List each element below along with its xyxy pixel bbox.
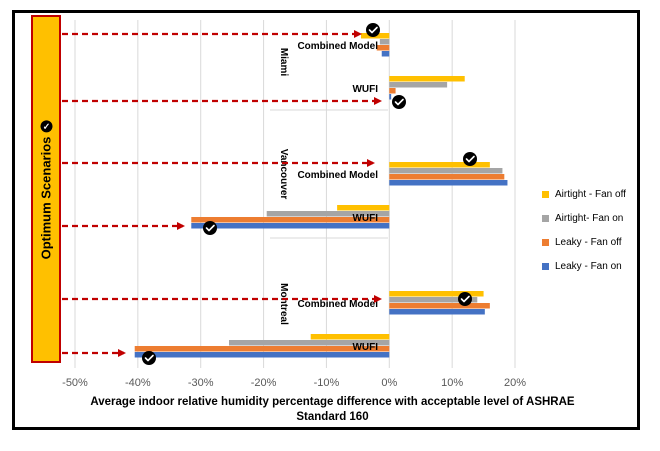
legend-item: Leaky - Fan on [542, 260, 626, 272]
checkmark-icon [203, 221, 217, 235]
legend: Airtight - Fan off Airtight- Fan on Leak… [542, 188, 626, 284]
bar-leaky-fan-on [134, 352, 390, 358]
checkmark-icon [142, 351, 156, 365]
bar-airtight-fan-on [379, 39, 390, 45]
checkmark-icon [458, 292, 472, 306]
check-mark [465, 155, 475, 163]
city-label: Vancouver [278, 149, 289, 200]
x-axis-title: Average indoor relative humidity percent… [90, 396, 575, 423]
city-label: Montreal [278, 283, 289, 325]
legend-swatch-leaky-fan-on [542, 262, 549, 270]
x-tick-label: 0% [381, 377, 397, 389]
check-mark [394, 98, 404, 106]
bar-airtight-fan-on [266, 211, 390, 217]
check-circle [203, 221, 217, 235]
optimum-scenarios-label: Optimum Scenarios ✓ [38, 120, 54, 260]
x-tick-label: 10% [441, 377, 463, 389]
group-label: WUFI [352, 213, 378, 224]
bar-leaky-fan-on [381, 51, 390, 57]
bar-leaky-fan-off [389, 303, 490, 309]
legend-swatch-airtight-fan-on [542, 214, 549, 222]
bar-airtight-fan-on [229, 340, 390, 346]
optimum-scenarios-box [31, 15, 61, 363]
bar-airtight-fan-on [389, 168, 503, 174]
bar-leaky-fan-on [389, 180, 508, 186]
check-mark [460, 295, 470, 303]
bar-leaky-fan-off [376, 45, 390, 51]
check-mark [368, 26, 378, 34]
legend-item: Leaky - Fan off [542, 236, 626, 248]
x-tick-label: 20% [504, 377, 526, 389]
bar-leaky-fan-off [389, 88, 396, 94]
check-circle [142, 351, 156, 365]
bar-leaky-fan-on [389, 309, 485, 315]
x-tick-label: -20% [251, 377, 277, 389]
checkmark-icon [392, 95, 406, 109]
check-circle [392, 95, 406, 109]
bar-airtight-fan-off [389, 162, 490, 168]
group-label: WUFI [352, 342, 378, 353]
legend-item: Airtight- Fan on [542, 212, 626, 224]
legend-swatch-airtight-fan-off [542, 190, 549, 198]
group-label: Combined Model [297, 299, 378, 310]
group-label: Combined Model [297, 170, 378, 181]
x-tick-label: -50% [62, 377, 88, 389]
legend-item: Airtight - Fan off [542, 188, 626, 200]
check-circle [366, 23, 380, 37]
x-tick-label: -40% [125, 377, 151, 389]
check-circle [458, 292, 472, 306]
bar-leaky-fan-off [389, 174, 505, 180]
bar-leaky-fan-on [389, 94, 392, 100]
checkmark-icon: ✓ [40, 120, 52, 133]
city-label: Miami [278, 48, 289, 77]
checkmark-icon [366, 23, 380, 37]
bar-airtight-fan-off [310, 334, 390, 340]
x-tick-label: -10% [314, 377, 340, 389]
bar-airtight-fan-off [337, 205, 390, 211]
bar-airtight-fan-on [389, 297, 478, 303]
bar-leaky-fan-off [134, 346, 390, 352]
bar-airtight-fan-off [389, 76, 465, 82]
check-mark [205, 224, 215, 232]
bar-airtight-fan-off [389, 291, 484, 297]
checkmark-icon [463, 152, 477, 166]
bar-leaky-fan-on [191, 223, 390, 229]
group-label: Combined Model [297, 41, 378, 52]
group-label: WUFI [352, 84, 378, 95]
x-tick-label: -30% [188, 377, 214, 389]
check-circle [463, 152, 477, 166]
legend-swatch-leaky-fan-off [542, 238, 549, 246]
bar-leaky-fan-off [191, 217, 390, 223]
check-mark [144, 354, 154, 362]
bar-airtight-fan-on [389, 82, 448, 88]
